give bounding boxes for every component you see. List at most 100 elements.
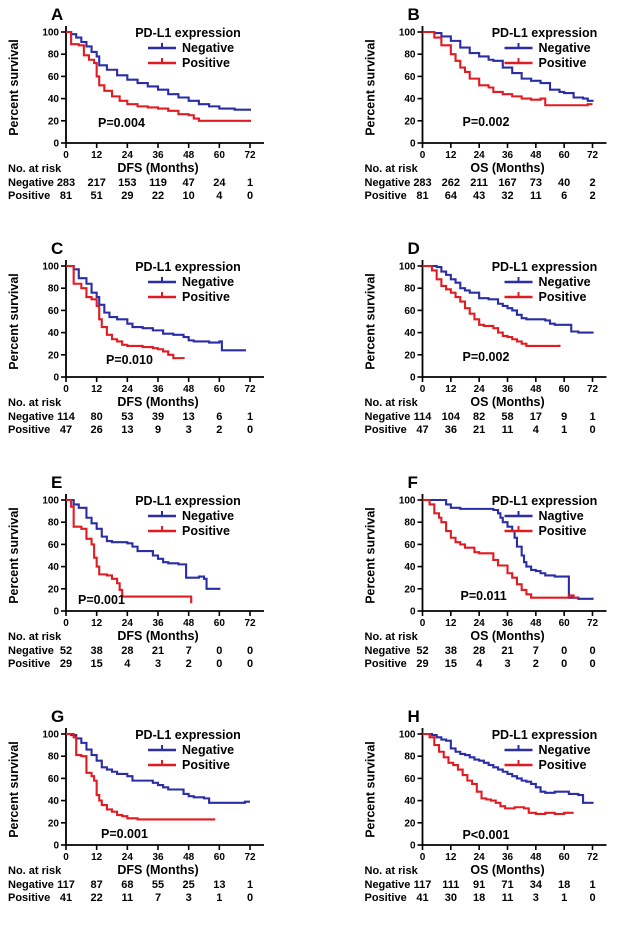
x-tick-label: 0	[420, 150, 426, 161]
x-tick-label: 36	[152, 384, 164, 395]
risk-count: 64	[445, 190, 458, 202]
x-tick-label: 36	[152, 150, 164, 161]
risk-count: 73	[530, 177, 542, 189]
x-tick-label: 72	[244, 150, 256, 161]
risk-count: 0	[247, 424, 253, 436]
survival-curve-negative	[422, 30, 594, 102]
legend-title: PD-L1 expression	[492, 494, 598, 508]
x-axis-label: OS (Months)	[470, 161, 544, 175]
x-tick-label: 0	[63, 150, 69, 161]
risk-count: 0	[247, 892, 253, 904]
legend-label-negative: Negative	[539, 743, 591, 757]
risk-row-label: Positive	[365, 190, 407, 202]
risk-count: 283	[413, 177, 431, 189]
risk-count: 18	[473, 892, 485, 904]
panel-letter: H	[408, 707, 420, 726]
legend-label-positive: Positive	[182, 56, 230, 70]
y-axis-label: Percent survival	[364, 39, 378, 136]
panel-b: 0 20 40 60 80 100 0 12 24 36 48 60 72 Percent surviva…	[315, 0, 631, 234]
risk-table-header: No. at risk	[8, 865, 62, 877]
p-value: P=0.010	[106, 353, 153, 367]
x-tick-label: 60	[559, 384, 571, 395]
y-tick-label: 20	[48, 350, 60, 361]
p-value: P=0.002	[463, 115, 510, 129]
survival-curve-negative	[422, 732, 594, 804]
survival-curve-negative	[66, 264, 246, 352]
x-tick-label: 24	[474, 618, 486, 629]
risk-count: 18	[558, 879, 570, 891]
risk-count: 22	[91, 892, 103, 904]
risk-count: 80	[91, 411, 103, 423]
y-tick-label: 80	[48, 752, 60, 763]
x-tick-label: 24	[122, 618, 134, 629]
risk-count: 17	[530, 411, 542, 423]
y-axis-label: Percent survival	[7, 273, 21, 370]
panel-letter: A	[51, 5, 63, 24]
y-tick-label: 80	[404, 284, 416, 295]
y-tick-label: 100	[399, 262, 416, 273]
risk-count: 3	[155, 658, 161, 670]
x-tick-label: 24	[122, 384, 134, 395]
x-tick-label: 36	[502, 618, 514, 629]
x-tick-label: 60	[559, 150, 571, 161]
risk-count: 87	[91, 879, 103, 891]
risk-count: 9	[155, 424, 161, 436]
risk-count: 2	[216, 424, 222, 436]
risk-row-label: Positive	[8, 424, 50, 436]
y-tick-label: 20	[48, 818, 60, 829]
panel-e: 0 20 40 60 80 100 0 12 24 36 48 60 72 Percent surviva…	[0, 468, 315, 702]
risk-count: 13	[213, 879, 225, 891]
survival-curve-positive	[422, 264, 561, 347]
risk-row-label: Positive	[365, 424, 407, 436]
y-axis-label: Percent survival	[364, 507, 378, 604]
survival-curve-positive	[422, 732, 574, 815]
risk-table-header: No. at risk	[365, 163, 419, 175]
x-tick-label: 0	[420, 852, 426, 863]
risk-count: 6	[561, 190, 567, 202]
y-tick-label: 40	[404, 796, 416, 807]
x-tick-label: 12	[445, 150, 457, 161]
panel-plot-g: 0 20 40 60 80 100 0 12 24 36 48 60 72 Percent surviva…	[7, 707, 264, 904]
y-tick-label: 40	[48, 328, 60, 339]
risk-count: 32	[501, 190, 513, 202]
y-tick-label: 0	[410, 373, 416, 384]
x-tick-label: 24	[122, 852, 134, 863]
legend-title: PD-L1 expression	[492, 728, 598, 742]
y-tick-label: 80	[48, 284, 60, 295]
risk-count: 1	[589, 411, 595, 423]
risk-count: 3	[504, 658, 510, 670]
p-value: P=0.011	[461, 589, 507, 603]
x-axis-label: OS (Months)	[470, 395, 544, 409]
x-axis-label: DFS (Months)	[117, 161, 198, 175]
legend-label-positive: Positive	[539, 56, 587, 70]
risk-count: 4	[533, 424, 540, 436]
y-tick-label: 0	[53, 139, 59, 150]
risk-count: 117	[414, 879, 432, 891]
y-tick-label: 0	[53, 607, 59, 618]
risk-count: 38	[445, 645, 457, 657]
risk-row-label: Negative	[365, 879, 411, 891]
x-tick-label: 72	[244, 618, 256, 629]
x-tick-label: 60	[559, 852, 571, 863]
panel-f: 0 20 40 60 80 100 0 12 24 36 48 60 72 Percent surviva…	[315, 468, 631, 702]
risk-count: 104	[442, 411, 461, 423]
x-tick-label: 72	[587, 150, 599, 161]
y-tick-label: 100	[42, 28, 59, 39]
x-tick-label: 48	[530, 384, 542, 395]
panel-plot-h: 0 20 40 60 80 100 0 12 24 36 48 60 72 Percent surviva…	[364, 707, 607, 904]
y-tick-label: 40	[48, 562, 60, 573]
risk-count: 0	[589, 645, 595, 657]
x-tick-label: 60	[214, 618, 226, 629]
risk-count: 55	[152, 879, 164, 891]
risk-count: 52	[60, 645, 72, 657]
risk-count: 26	[91, 424, 103, 436]
risk-count: 36	[445, 424, 457, 436]
risk-count: 21	[501, 645, 513, 657]
risk-count: 82	[473, 411, 485, 423]
y-axis-label: Percent survival	[7, 39, 21, 136]
risk-count: 1	[247, 411, 253, 423]
survival-curve-negative	[66, 732, 250, 804]
